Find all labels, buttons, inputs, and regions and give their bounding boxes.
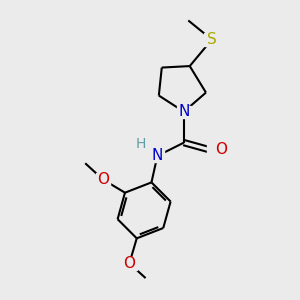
Text: N: N [178, 104, 190, 119]
Bar [151, 150, 164, 162]
Bar [176, 106, 191, 118]
Text: O: O [123, 256, 135, 271]
Bar [205, 33, 219, 46]
Text: H: H [136, 137, 146, 151]
Bar [207, 144, 222, 156]
Bar [95, 173, 110, 186]
Text: N: N [152, 148, 163, 164]
Text: S: S [207, 32, 217, 47]
Text: O: O [97, 172, 109, 187]
Text: O: O [215, 142, 227, 158]
Bar [136, 139, 147, 150]
Bar [122, 257, 137, 269]
